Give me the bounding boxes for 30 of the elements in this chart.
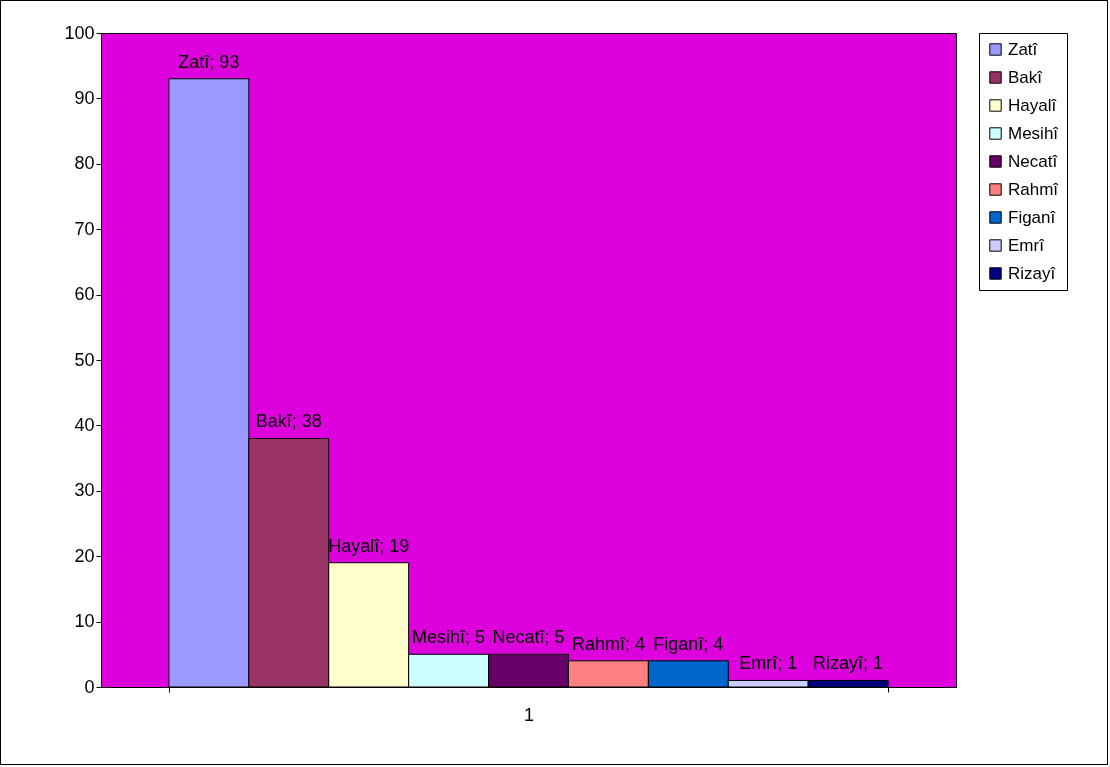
legend-label: Hayalî bbox=[1008, 95, 1058, 115]
y-tick-label: 30 bbox=[74, 480, 95, 501]
legend-label: Zatî bbox=[1008, 39, 1039, 59]
legend-label: Necatî bbox=[1008, 151, 1059, 171]
data-label: Figanî; 4 bbox=[653, 633, 724, 654]
data-label: Emrî; 1 bbox=[739, 653, 798, 674]
data-label: Hayalî; 19 bbox=[328, 535, 410, 556]
y-tick-label: 0 bbox=[84, 676, 95, 697]
y-tick-label: 20 bbox=[74, 545, 95, 566]
data-label: Bakî; 38 bbox=[255, 411, 322, 432]
data-label: Mesihî; 5 bbox=[412, 627, 486, 648]
legend-label: Bakî bbox=[1008, 67, 1044, 87]
y-tick-label: 90 bbox=[74, 87, 95, 108]
y-tick-label: 80 bbox=[74, 153, 95, 174]
x-tick-label: 1 bbox=[523, 704, 535, 725]
legend-label: Figanî bbox=[1008, 207, 1057, 227]
y-tick-label: 50 bbox=[74, 349, 95, 370]
legend-label: Emrî bbox=[1008, 235, 1046, 255]
y-tick-label: 40 bbox=[74, 414, 95, 435]
y-tick-label: 70 bbox=[74, 218, 95, 239]
legend-label: Rahmî bbox=[1008, 179, 1060, 199]
y-tick-label: 100 bbox=[64, 22, 95, 43]
data-label: Rizayî; 1 bbox=[813, 653, 884, 674]
y-tick-label: 60 bbox=[74, 284, 95, 305]
legend-label: Mesihî bbox=[1008, 123, 1060, 143]
data-label: Necatî; 5 bbox=[492, 627, 565, 648]
legend-label: Rizayî bbox=[1008, 263, 1057, 283]
data-label: Rahmî; 4 bbox=[571, 633, 645, 654]
y-tick-label: 10 bbox=[74, 611, 95, 632]
data-label: Zatî; 93 bbox=[178, 51, 240, 72]
